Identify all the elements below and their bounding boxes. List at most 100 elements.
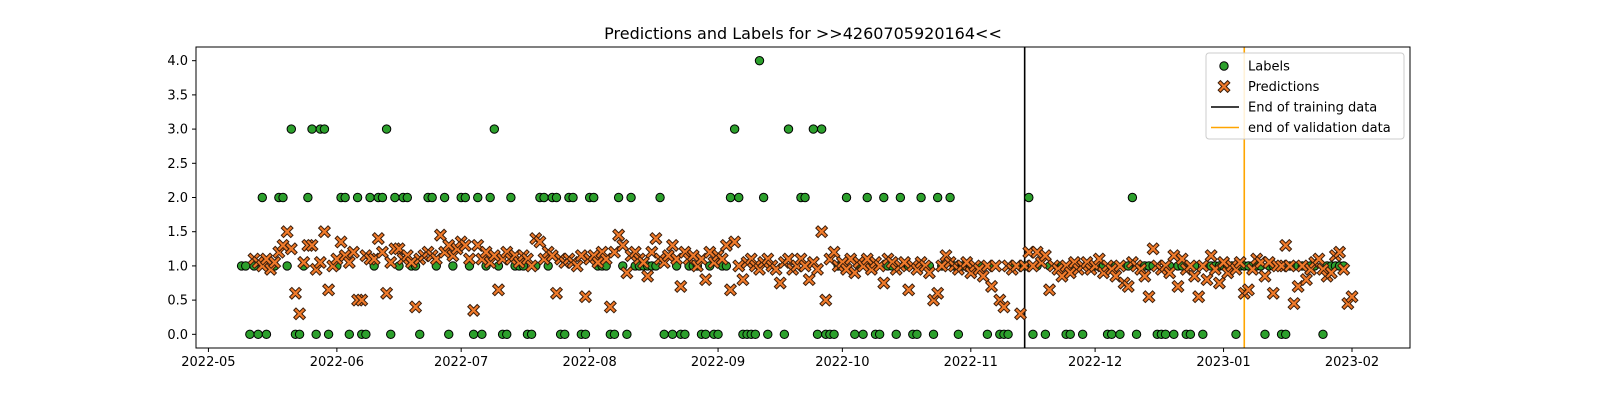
prediction-point (1147, 243, 1159, 254)
prediction-point (978, 271, 989, 282)
label-point (286, 124, 296, 134)
label-point (725, 192, 736, 203)
legend-label: Predictions (1248, 80, 1320, 95)
prediction-point (903, 284, 914, 296)
series-labels (236, 55, 1349, 340)
prediction-point (874, 260, 885, 272)
y-tick-label: 0.5 (167, 294, 188, 309)
prediction-point (393, 243, 405, 254)
prediction-point (717, 253, 728, 265)
prediction-point (281, 226, 293, 237)
label-point (841, 192, 852, 203)
label-point (323, 329, 334, 340)
legend-item-end-of-training-data: End of training data (1211, 101, 1377, 116)
label-point (344, 329, 355, 340)
prediction-point (592, 257, 604, 268)
prediction-point (551, 288, 562, 299)
label-point (311, 329, 321, 340)
label-point (609, 329, 620, 340)
label-point (386, 329, 396, 340)
prediction-point (899, 257, 910, 268)
prediction-point (1185, 260, 1196, 272)
label-point (257, 192, 267, 203)
prediction-point (1301, 274, 1312, 285)
prediction-point (373, 233, 384, 244)
prediction-point (323, 284, 334, 296)
prediction-point (1019, 260, 1030, 272)
prediction-point (638, 257, 649, 268)
prediction-point (783, 253, 794, 265)
label-point (1260, 329, 1270, 340)
label-point (891, 329, 901, 340)
prediction-point (812, 264, 823, 275)
prediction-point (369, 253, 380, 265)
prediction-point (700, 274, 711, 285)
prediction-point (820, 294, 831, 306)
prediction-point (348, 247, 359, 258)
legend: Labels Predictions End of training data end… (1205, 52, 1405, 140)
prediction-point (862, 253, 873, 265)
prediction-point (688, 250, 699, 261)
label-point (1024, 192, 1034, 203)
prediction-point (1326, 267, 1337, 278)
legend-marker-circle (1219, 61, 1229, 71)
prediction-point (294, 308, 305, 319)
prediction-point (1210, 264, 1221, 275)
label-point (680, 329, 690, 340)
prediction-point (667, 240, 678, 251)
prediction-point (804, 274, 815, 285)
label-point (750, 329, 761, 340)
prediction-point (775, 277, 786, 289)
prediction-point (534, 236, 546, 248)
prediction-point (1172, 281, 1184, 292)
y-tick-label: 2.5 (167, 157, 188, 172)
label-point (589, 192, 599, 203)
label-point (340, 192, 350, 203)
chart-title: Predictions and Labels for >>42607059201… (604, 24, 1002, 43)
label-point (1185, 329, 1196, 340)
prediction-point (849, 267, 860, 278)
label-point (1077, 329, 1088, 340)
prediction-point (1123, 281, 1134, 292)
prediction-point (613, 229, 624, 241)
label-point (1169, 329, 1179, 340)
prediction-point (489, 250, 500, 261)
plot-area (236, 47, 1359, 348)
label-point (319, 124, 330, 134)
prediction-point (725, 284, 736, 296)
label-point (916, 192, 926, 203)
prediction-point (356, 294, 367, 306)
prediction-point (1044, 284, 1055, 296)
label-point (282, 261, 292, 271)
label-point (448, 261, 458, 271)
prediction-point (1338, 264, 1349, 275)
prediction-point (1056, 271, 1068, 282)
label-point (427, 192, 437, 203)
label-point (307, 124, 317, 134)
prediction-point (381, 288, 392, 299)
prediction-point (1247, 264, 1258, 275)
label-point (850, 329, 860, 340)
label-point (713, 329, 723, 340)
prediction-point (306, 240, 318, 251)
label-point (1160, 329, 1171, 340)
legend-item-labels: Labels (1219, 60, 1290, 75)
prediction-point (1040, 250, 1051, 261)
label-point (460, 192, 471, 203)
prediction-point (1276, 260, 1287, 272)
label-point (754, 55, 765, 66)
prediction-point (526, 260, 537, 272)
prediction-point (605, 301, 616, 313)
label-point (783, 124, 794, 134)
prediction-point (841, 264, 852, 275)
prediction-point (1334, 247, 1345, 258)
prediction-point (845, 253, 856, 265)
label-point (1028, 329, 1038, 340)
legend-box (1205, 52, 1405, 140)
prediction-point (961, 257, 972, 268)
prediction-point (1015, 308, 1026, 319)
legend-item-end-of-validation-data: end of validation data (1211, 121, 1391, 136)
label-point (473, 192, 483, 203)
prediction-point (1205, 250, 1217, 261)
x-tick-label: 2022-07 (434, 355, 488, 370)
